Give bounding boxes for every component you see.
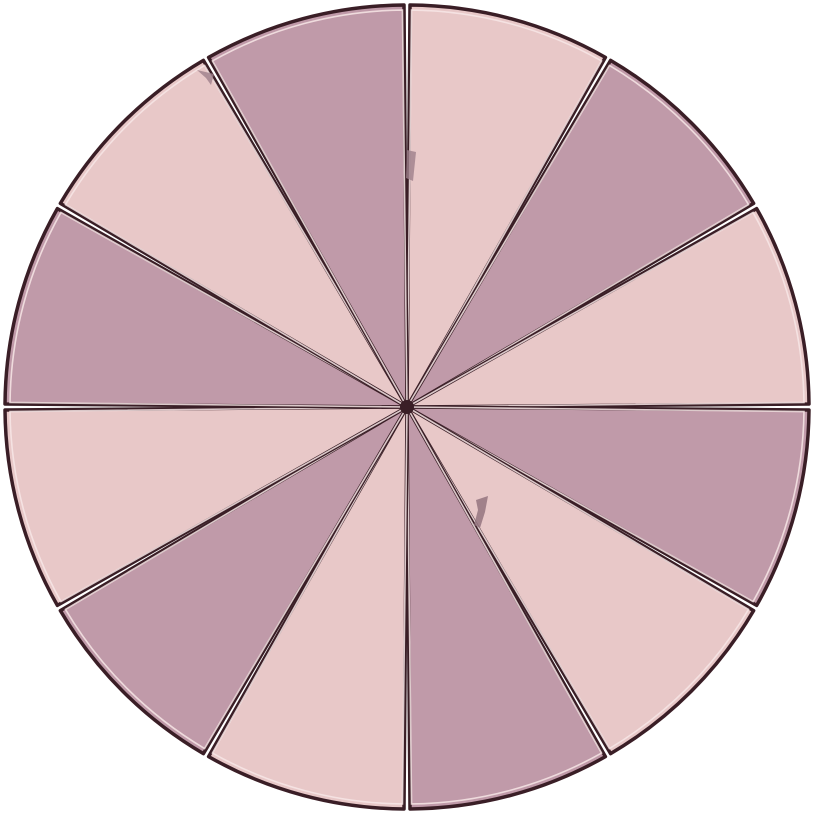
segment-fill — [58, 405, 409, 756]
segment-bevel — [64, 406, 408, 750]
wheel-segment-10[interactable] — [3, 206, 409, 409]
wheel-segment-3[interactable] — [405, 206, 811, 409]
segment-bevel — [9, 406, 408, 603]
scuff-marks — [197, 70, 488, 528]
segment-bevel — [9, 211, 408, 408]
wheel-segment-8[interactable] — [58, 405, 409, 756]
wheel-segment-6[interactable] — [405, 405, 608, 811]
segment-bevel — [406, 211, 805, 408]
scuff-mark — [474, 496, 488, 528]
wheel-segment-11[interactable] — [58, 58, 409, 409]
segment-fill — [405, 58, 756, 409]
segment-bevel — [406, 406, 750, 750]
segment-fill — [58, 58, 409, 409]
scuff-mark — [197, 70, 214, 85]
segment-bevel — [211, 9, 408, 408]
segment-fill — [3, 206, 409, 409]
center-hub — [400, 400, 414, 414]
wheel-segments — [3, 3, 811, 811]
scuff-mark — [406, 150, 416, 181]
segment-bevel — [406, 9, 603, 408]
segment-fill — [206, 405, 409, 811]
segment-fill — [405, 206, 811, 409]
wheel-segment-5[interactable] — [405, 405, 756, 756]
segment-bevel — [406, 406, 805, 603]
wheel-segment-12[interactable] — [206, 3, 409, 409]
segment-fill — [206, 3, 409, 409]
segment-fill — [405, 405, 811, 608]
wheel-segment-1[interactable] — [405, 3, 608, 409]
wheel-segment-2[interactable] — [405, 58, 756, 409]
segment-bevel — [406, 64, 750, 408]
segment-fill — [405, 405, 756, 756]
segment-bevel — [211, 406, 408, 805]
segment-fill — [405, 405, 608, 811]
wheel-segment-4[interactable] — [405, 405, 811, 608]
wheel-segment-9[interactable] — [3, 405, 409, 608]
wheel-segment-7[interactable] — [206, 405, 409, 811]
segment-fill — [3, 405, 409, 608]
segment-bevel — [64, 64, 408, 408]
segment-bevel — [406, 406, 603, 805]
segment-fill — [405, 3, 608, 409]
